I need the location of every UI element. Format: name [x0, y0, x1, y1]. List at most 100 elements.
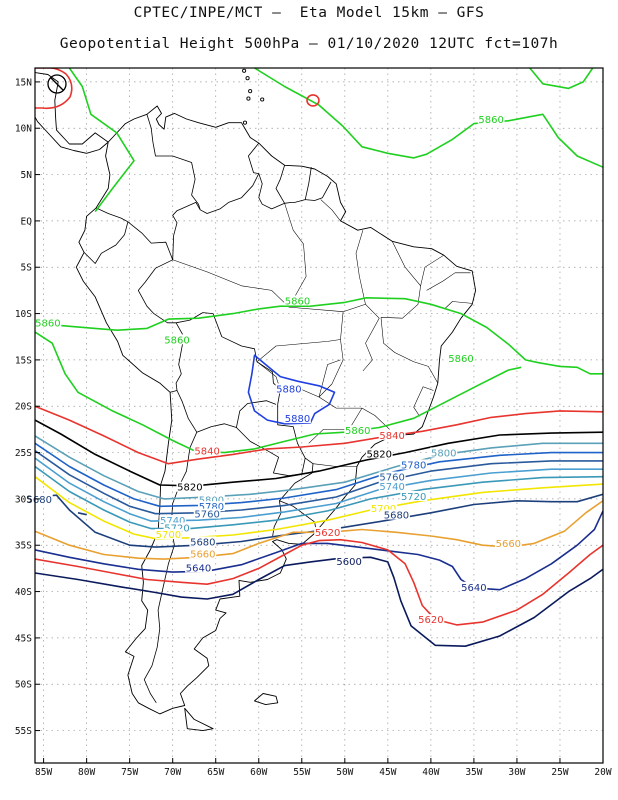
- contour-label-bg: [284, 413, 311, 424]
- country-border: [172, 202, 201, 260]
- lon-tick-label: 20W: [594, 767, 611, 778]
- state-border: [420, 254, 444, 286]
- contour-5860: [68, 68, 135, 213]
- lat-lon-grid: [35, 68, 604, 763]
- state-border: [445, 301, 473, 309]
- lat-tick-label: 30S: [15, 494, 32, 505]
- contour-label: 5840: [194, 447, 219, 458]
- contour-label: 5800: [431, 448, 456, 459]
- country-border: [291, 167, 312, 203]
- map-title: CPTEC/INPE/MCT – Eta Model 15km – GFS: [133, 5, 485, 21]
- contour-label: 5820: [367, 449, 392, 460]
- lon-tick-label: 75W: [121, 767, 138, 778]
- contour-label-bg: [34, 317, 62, 328]
- contour-label-bg: [163, 334, 191, 345]
- lat-tick-label: 10S: [15, 309, 32, 320]
- contour-label-bg: [494, 538, 522, 549]
- contour-label-bg: [275, 383, 303, 394]
- state-border: [256, 339, 341, 363]
- country-border: [272, 457, 314, 537]
- contour-5880: [247, 354, 336, 425]
- contour-label-bg: [154, 528, 182, 539]
- contour-5700: [35, 476, 603, 540]
- lat-tick-label: 5S: [21, 263, 33, 274]
- state-border: [318, 311, 390, 430]
- lat-tick-label: 15N: [15, 77, 32, 88]
- state-border: [308, 407, 363, 444]
- contour-label: 5820: [177, 483, 202, 494]
- contour-label: 5780: [199, 502, 224, 513]
- contour-5840-high: [35, 68, 73, 110]
- caribbean-island: [242, 120, 248, 125]
- contour-label: 5860: [345, 426, 370, 437]
- state-border: [355, 230, 380, 372]
- contour-label-bg: [284, 295, 311, 306]
- caribbean-island: [245, 76, 250, 81]
- contour-label: 5880: [285, 414, 310, 425]
- contour-label: 5660: [496, 539, 521, 550]
- contour-label: 5780: [401, 460, 426, 471]
- contour-5640: [35, 510, 603, 591]
- contour-5860: [254, 68, 603, 168]
- contour-label-bg: [447, 352, 475, 363]
- lat-tick-label: 15S: [15, 355, 32, 366]
- contour-label-bg: [378, 429, 406, 440]
- contour-5800: [35, 435, 603, 500]
- lon-tick-label: 45W: [379, 767, 396, 778]
- contour-label-bg: [198, 501, 225, 512]
- contour-label-bg: [193, 445, 221, 456]
- central-america-coast: [35, 72, 109, 145]
- contour-label: 5720: [401, 492, 426, 503]
- state-border: [426, 272, 471, 291]
- contour-5840-cell: [306, 94, 320, 107]
- pressure-center-mark: [50, 77, 64, 91]
- lon-tick-label: 40W: [422, 767, 439, 778]
- state-border: [284, 203, 307, 308]
- contour-label-bg: [477, 113, 505, 124]
- contour-5860: [35, 297, 603, 375]
- falkland-islands: [254, 693, 279, 706]
- contour-label-bg: [163, 522, 191, 533]
- state-border: [343, 304, 366, 312]
- country-border: [83, 207, 129, 264]
- country-border: [196, 400, 277, 433]
- country-border: [175, 322, 185, 391]
- contour-label-bg: [189, 536, 217, 547]
- lat-tick-label: 20S: [15, 402, 32, 413]
- lat-tick-label: 25S: [15, 448, 32, 459]
- contour-label: 5860: [164, 335, 189, 346]
- contour-label: 5620: [418, 615, 443, 626]
- map-subtitle: Geopotential Height 500hPa – 01/10/2020 …: [59, 36, 559, 52]
- country-border: [277, 404, 306, 459]
- lon-tick-label: 50W: [336, 767, 353, 778]
- height-contours: [35, 68, 603, 647]
- contour-label: 5740: [160, 516, 185, 527]
- lat-tick-label: 45S: [15, 633, 32, 644]
- contour-label-bg: [314, 527, 342, 538]
- contour-label-bg: [383, 509, 410, 520]
- country-border: [275, 165, 285, 204]
- contour-label: 5640: [186, 563, 211, 574]
- contour-label: 5620: [315, 528, 340, 539]
- contour-label-bg: [378, 471, 406, 482]
- country-border: [127, 221, 174, 260]
- contour-5680: [77, 512, 87, 516]
- contour-label-bg: [189, 548, 217, 559]
- state-border: [380, 317, 439, 384]
- lon-tick-label: 55W: [293, 767, 310, 778]
- contour-label-bg: [400, 490, 428, 501]
- contour-label: 5760: [379, 473, 404, 484]
- contour-label-bg: [400, 459, 428, 470]
- caribbean-island: [246, 96, 251, 101]
- central-america-pacific: [35, 116, 109, 154]
- contour-label: 5860: [448, 354, 473, 365]
- contour-label-bg: [344, 425, 372, 436]
- contour-label: 5640: [461, 583, 486, 594]
- lon-tick-label: 85W: [35, 767, 52, 778]
- country-border: [146, 114, 201, 210]
- lat-tick-label: 40S: [15, 587, 32, 598]
- state-border: [320, 199, 341, 222]
- state-border: [318, 359, 341, 398]
- lat-tick-label: 10N: [15, 124, 32, 135]
